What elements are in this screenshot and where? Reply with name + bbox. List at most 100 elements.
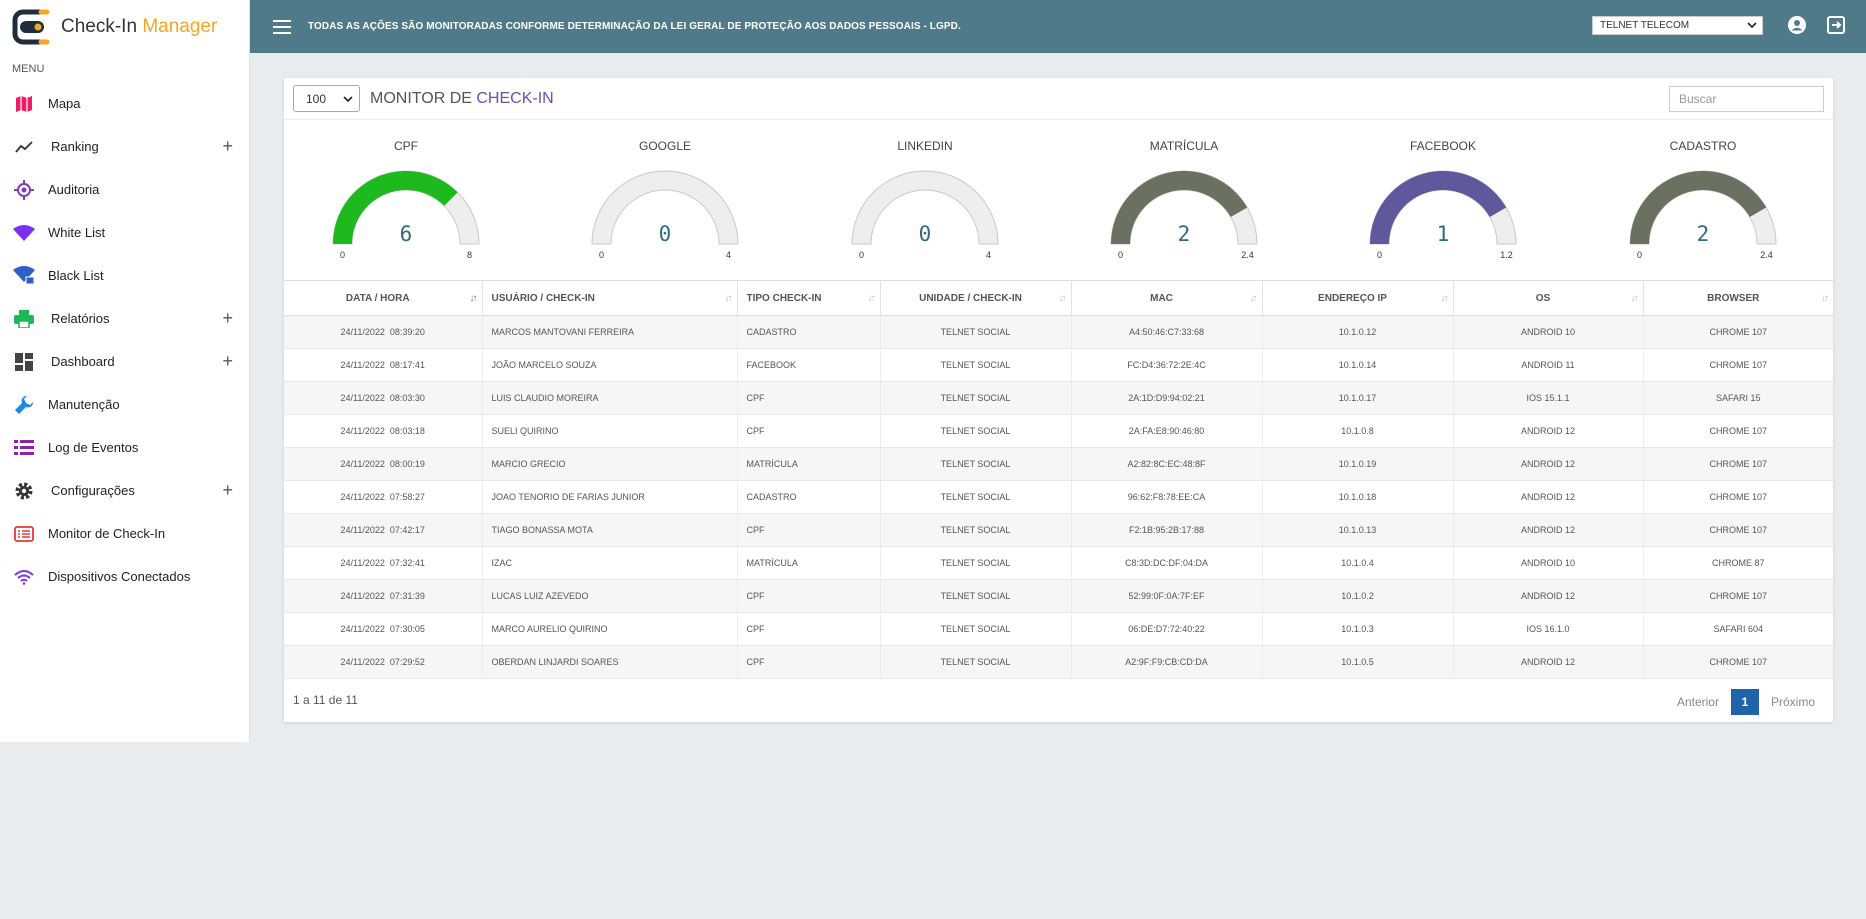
table-cell: 10.1.0.14	[1262, 348, 1454, 382]
table-cell: CHROME 87	[1643, 546, 1833, 580]
expand-icon[interactable]: +	[222, 351, 233, 371]
table-cell: CPF	[737, 414, 881, 448]
column-header[interactable]: DATA / HORA ↓↑	[284, 280, 483, 316]
sidebar-item-label: Configurações	[51, 483, 135, 498]
table-row[interactable]: 24/11/2022 07:42:17 TIAGO BONASSA MOTA CPF…	[284, 513, 1833, 547]
gauge-min-label: 0	[1637, 250, 1642, 260]
expand-icon[interactable]: +	[222, 308, 233, 328]
table-cell: ANDROID 11	[1453, 348, 1644, 382]
pagination-next[interactable]: Próximo	[1770, 695, 1815, 709]
column-header[interactable]: MAC ↓↑	[1071, 280, 1263, 316]
gauge-max-label: 4	[726, 250, 731, 260]
table-row[interactable]: 24/11/2022 07:29:52 OBERDAN LINJARDI SOAR…	[284, 645, 1833, 679]
table-cell: 24/11/2022 08:03:18	[284, 414, 483, 448]
sort-icon[interactable]: ↓↑	[724, 293, 733, 304]
table-cell: 10.1.0.2	[1262, 579, 1454, 613]
sort-icon[interactable]: ↓↑	[1058, 293, 1067, 304]
table-row[interactable]: 24/11/2022 08:03:18 SUELI QUIRINO CPF TELNE…	[284, 414, 1833, 448]
column-header[interactable]: ENDEREÇO IP ↓↑	[1262, 280, 1454, 316]
pagination-prev[interactable]: Anterior	[1676, 695, 1719, 709]
gauge-value: 2	[1178, 222, 1191, 246]
sidebar-item-mapa[interactable]: Mapa	[0, 82, 249, 125]
table-cell: TELNET SOCIAL	[880, 447, 1072, 481]
logout-icon[interactable]	[1826, 15, 1846, 35]
column-header[interactable]: USUÁRIO / CHECK-IN ↓↑	[482, 280, 738, 316]
table-row[interactable]: 24/11/2022 08:39:20 MARCOS MANTOVANI FERR…	[284, 315, 1833, 349]
table-cell: 96:62:F8:78:EE:CA	[1071, 480, 1263, 514]
table-cell: JOÃO MARCELO SOUZA	[482, 348, 738, 382]
table-cell: TELNET SOCIAL	[880, 315, 1072, 349]
table-cell: CADASTRO	[737, 480, 881, 514]
table-row[interactable]: 24/11/2022 07:31:39 LUCAS LUIZ AZEVEDO CPF…	[284, 579, 1833, 613]
table-row[interactable]: 24/11/2022 08:00:19 MARCIO GRECIO MATRÍCUL…	[284, 447, 1833, 481]
sidebar-item-manutencao[interactable]: Manutenção	[0, 383, 249, 426]
gauge-linkedin: LINKEDIN 0 0 4	[796, 120, 1054, 280]
table-cell: A2:82:8C:EC:48:8F	[1071, 447, 1263, 481]
checkin-monitor-card: 100 MONITOR DE CHECK-IN CPF608GOOGLE004L…	[284, 78, 1833, 722]
gauge-title: GOOGLE	[638, 139, 691, 153]
sidebar-item-configuracoes[interactable]: Configurações +	[0, 469, 249, 512]
sort-icon[interactable]: ↓↑	[469, 293, 478, 304]
table-body: 24/11/2022 08:39:20 MARCOS MANTOVANI FERR…	[284, 315, 1833, 679]
table-row[interactable]: 24/11/2022 08:17:41 JOÃO MARCELO SOUZA FAC…	[284, 348, 1833, 382]
table-cell: SAFARI 604	[1643, 612, 1833, 646]
column-header[interactable]: UNIDADE / CHECK-IN ↓↑	[880, 280, 1072, 316]
page-size-select[interactable]: 100	[293, 85, 360, 112]
sidebar-item-label: Auditoria	[48, 182, 100, 197]
sidebar-item-ranking[interactable]: Ranking +	[0, 125, 249, 168]
expand-icon[interactable]: +	[222, 136, 233, 156]
sidebar-item-log-de-eventos[interactable]: Log de Eventos	[0, 426, 249, 469]
table-cell: CHROME 107	[1643, 645, 1833, 679]
sidebar-item-black-list[interactable]: Black List	[0, 254, 249, 297]
sidebar-item-auditoria[interactable]: Auditoria	[0, 168, 249, 211]
table-row[interactable]: 24/11/2022 08:03:30 LUIS CLAUDIO MOREIRA C…	[284, 381, 1833, 415]
pagination-page-current[interactable]: 1	[1730, 689, 1759, 715]
table-row[interactable]: 24/11/2022 07:32:41 IZAC MATRÍCULA TELNET S…	[284, 546, 1833, 580]
sort-icon[interactable]: ↓↑	[1630, 293, 1639, 304]
gauge-fill	[333, 171, 458, 244]
sort-icon[interactable]: ↓↑	[1249, 293, 1258, 304]
sidebar-item-white-list[interactable]: White List	[0, 211, 249, 254]
sidebar-item-monitor-de-check-in[interactable]: Monitor de Check-In	[0, 512, 249, 555]
user-account-icon[interactable]	[1787, 15, 1807, 35]
table-cell: 10.1.0.19	[1262, 447, 1454, 481]
table-cell: 2A:1D:D9:94:02:21	[1071, 381, 1263, 415]
column-header[interactable]: BROWSER ↓↑	[1643, 280, 1833, 316]
table-row[interactable]: 24/11/2022 07:58:27 JOAO TENORIO DE FARIA…	[284, 480, 1833, 514]
sidebar-item-dispositivos-conectados[interactable]: Dispositivos Conectados	[0, 555, 249, 598]
hamburger-menu-icon[interactable]	[272, 17, 292, 37]
sidebar-item-label: Manutenção	[48, 397, 120, 412]
gauge-max-label: 2.4	[1241, 250, 1254, 260]
sort-icon[interactable]: ↓↑	[867, 293, 876, 304]
expand-icon[interactable]: +	[222, 480, 233, 500]
target-icon	[13, 179, 35, 201]
table-cell: CADASTRO	[737, 315, 881, 349]
table-cell: TELNET SOCIAL	[880, 612, 1072, 646]
company-select[interactable]: TELNET TELECOM	[1592, 16, 1763, 35]
brand[interactable]: Check-In Manager	[0, 0, 249, 53]
wifi-icon	[13, 222, 35, 244]
table-cell: IOS 15.1.1	[1453, 381, 1644, 415]
column-header[interactable]: TIPO CHECK-IN ↓↑	[737, 280, 881, 316]
table-cell: TELNET SOCIAL	[880, 546, 1072, 580]
table-cell: FACEBOOK	[737, 348, 881, 382]
table-cell: IZAC	[482, 546, 738, 580]
gauge-matrícula: MATRÍCULA 2 0 2.4	[1055, 120, 1313, 280]
table-cell: ANDROID 10	[1453, 546, 1644, 580]
gauge-fill	[1370, 171, 1507, 244]
gauge-track	[851, 170, 999, 245]
search-input[interactable]	[1669, 86, 1824, 112]
chevron-down-icon	[1747, 22, 1757, 29]
table-cell: MARCOS MANTOVANI FERREIRA	[482, 315, 738, 349]
table-cell: CHROME 107	[1643, 414, 1833, 448]
table-cell: CHROME 107	[1643, 513, 1833, 547]
sort-icon[interactable]: ↓↑	[1440, 293, 1449, 304]
table-row[interactable]: 24/11/2022 07:30:05 MARCO AURELIO QUIRINO…	[284, 612, 1833, 646]
menu-label: MENU	[12, 63, 45, 75]
column-header[interactable]: OS ↓↑	[1453, 280, 1644, 316]
sort-icon[interactable]: ↓↑	[1821, 293, 1829, 304]
sidebar-item-dashboard[interactable]: Dashboard +	[0, 340, 249, 383]
table-cell: SAFARI 15	[1643, 381, 1833, 415]
table-cell: 10.1.0.4	[1262, 546, 1454, 580]
sidebar-item-relatorios[interactable]: Relatórios +	[0, 297, 249, 340]
